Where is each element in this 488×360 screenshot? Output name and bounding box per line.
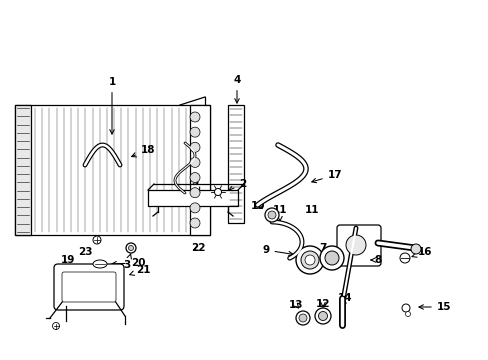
Circle shape (190, 188, 200, 198)
Circle shape (190, 112, 200, 122)
Ellipse shape (93, 260, 107, 268)
Circle shape (325, 251, 338, 265)
Circle shape (52, 323, 60, 329)
Circle shape (190, 127, 200, 137)
Text: 17: 17 (311, 170, 342, 183)
Circle shape (319, 246, 343, 270)
Text: 7: 7 (319, 243, 326, 259)
Circle shape (264, 208, 279, 222)
Bar (148, 190, 238, 206)
Circle shape (128, 246, 133, 251)
Text: 14: 14 (337, 293, 351, 307)
Circle shape (190, 172, 200, 183)
Text: 13: 13 (288, 300, 303, 310)
Text: 9: 9 (262, 245, 292, 256)
Circle shape (399, 253, 409, 263)
Circle shape (126, 243, 136, 253)
Text: 11: 11 (272, 205, 286, 221)
Text: 18: 18 (131, 145, 155, 157)
FancyBboxPatch shape (62, 272, 116, 302)
Text: 3: 3 (123, 254, 131, 270)
Bar (15, 105, 209, 235)
Circle shape (214, 189, 221, 195)
FancyBboxPatch shape (54, 264, 124, 310)
Circle shape (190, 142, 200, 152)
Circle shape (401, 304, 409, 312)
Text: 2: 2 (228, 179, 246, 191)
Text: 19: 19 (61, 255, 77, 271)
Circle shape (305, 255, 314, 265)
Text: 8: 8 (370, 255, 381, 265)
Circle shape (190, 157, 200, 167)
Text: 22: 22 (190, 243, 205, 253)
Circle shape (314, 308, 330, 324)
Text: 6: 6 (333, 247, 340, 257)
Text: 10: 10 (250, 201, 264, 211)
Bar (15, 105, 31, 235)
Circle shape (190, 203, 200, 213)
Circle shape (295, 311, 309, 325)
Circle shape (190, 218, 200, 228)
Text: 15: 15 (418, 302, 450, 312)
Text: 11: 11 (304, 205, 319, 215)
Text: 12: 12 (315, 299, 329, 309)
Bar (190, 105, 209, 235)
Circle shape (298, 314, 306, 322)
Circle shape (405, 311, 409, 316)
Text: 4: 4 (233, 75, 240, 103)
Bar (227, 105, 244, 223)
Circle shape (410, 244, 420, 254)
Circle shape (346, 235, 365, 255)
Circle shape (295, 246, 324, 274)
Text: 21: 21 (129, 265, 150, 275)
Circle shape (318, 311, 327, 320)
Text: 16: 16 (411, 247, 431, 257)
FancyBboxPatch shape (336, 225, 380, 266)
Circle shape (301, 251, 318, 269)
Text: 23: 23 (78, 247, 92, 257)
Text: 1: 1 (108, 77, 115, 134)
Circle shape (267, 211, 275, 219)
Circle shape (93, 236, 101, 244)
Text: 20: 20 (112, 258, 145, 268)
Text: 5: 5 (191, 177, 199, 193)
